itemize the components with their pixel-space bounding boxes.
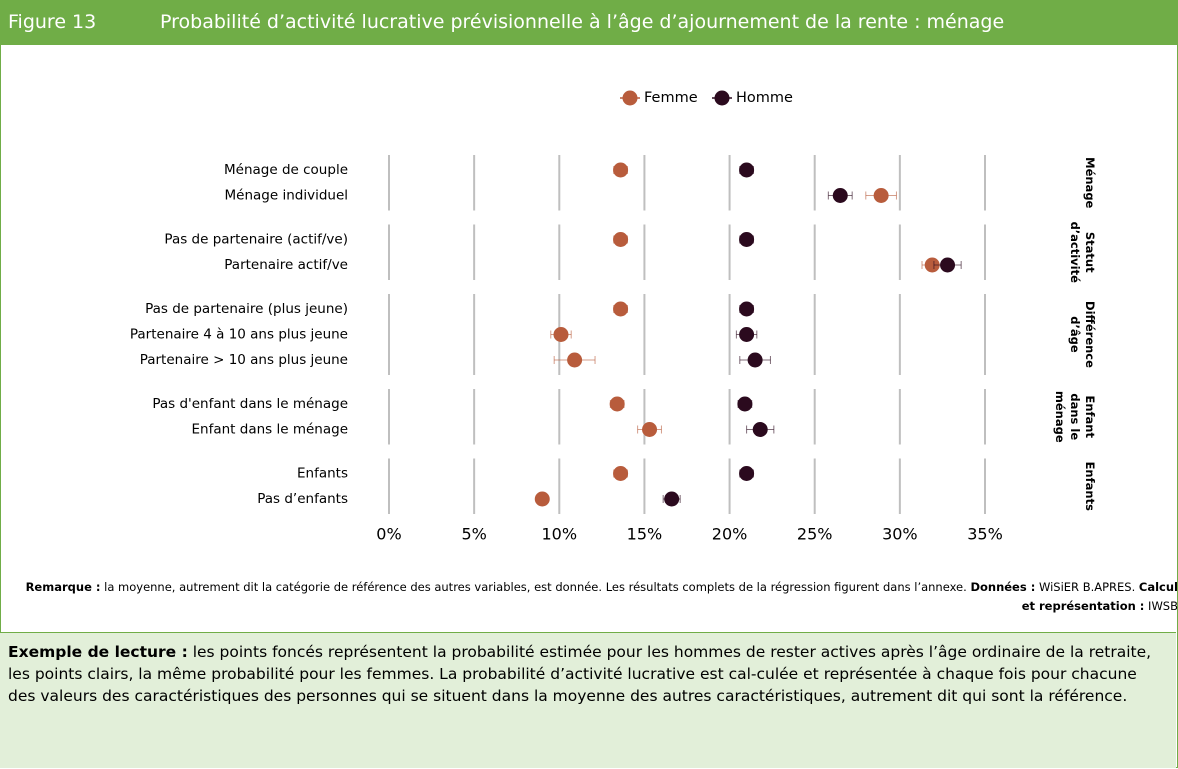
x-tick-label: 15% xyxy=(627,525,663,544)
dot xyxy=(747,352,763,368)
dot xyxy=(739,466,755,481)
category-label: Pas d’enfants xyxy=(257,491,348,507)
dot xyxy=(739,162,755,178)
group-label: d’activité xyxy=(1068,222,1082,284)
group-label: dans le xyxy=(1068,393,1082,440)
dot xyxy=(609,396,625,412)
note-label: Calcul et représentation : xyxy=(1021,580,1178,613)
x-tick-label: 30% xyxy=(882,525,918,544)
category-label: Enfant dans le ménage xyxy=(192,422,348,438)
group-label: Statut xyxy=(1083,232,1097,273)
dot xyxy=(739,301,755,317)
category-label: Partenaire 4 à 10 ans plus jeune xyxy=(130,327,348,343)
x-tick-label: 5% xyxy=(461,525,486,544)
note-text: IWSB xyxy=(1144,599,1178,613)
header: Figure 13 Probabilité d’activité lucrativ… xyxy=(0,0,1178,45)
category-label: Pas de partenaire (actif/ve) xyxy=(164,232,348,248)
note-text: WiSiER B.APRES. xyxy=(1035,580,1139,594)
legend-marker xyxy=(622,90,638,106)
group-label: Ménage xyxy=(1083,157,1097,208)
dot xyxy=(613,232,629,247)
note-label: Remarque : xyxy=(25,580,101,594)
group-label: d’âge xyxy=(1068,316,1082,353)
group-label: Enfant xyxy=(1083,396,1097,439)
dot xyxy=(567,352,583,368)
dot xyxy=(737,396,753,412)
group-label: ménage xyxy=(1053,391,1067,443)
figure-title: Probabilité d’activité lucrative prévisi… xyxy=(160,11,1005,33)
dot xyxy=(739,327,755,342)
legend-label: Femme xyxy=(644,90,698,106)
dot xyxy=(642,422,658,437)
reading-example: Exemple de lecture : les points foncés r… xyxy=(0,632,1176,768)
note-text: la moyenne, autrement dit la catégorie d… xyxy=(100,580,971,594)
x-tick-label: 10% xyxy=(542,525,578,544)
category-label: Pas de partenaire (plus jeune) xyxy=(145,301,348,317)
category-label: Pas d'enfant dans le ménage xyxy=(152,396,348,412)
group-label: Enfants xyxy=(1083,462,1097,511)
dot xyxy=(613,301,629,317)
note-label: Données : xyxy=(970,580,1036,594)
dot xyxy=(553,327,569,342)
remark: Remarque : la moyenne, autrement dit la … xyxy=(20,578,1178,616)
x-tick-label: 0% xyxy=(376,525,401,544)
x-tick-label: 35% xyxy=(967,525,1003,544)
category-label: Ménage individuel xyxy=(225,188,349,204)
x-tick-label: 20% xyxy=(712,525,748,544)
x-tick-label: 25% xyxy=(797,525,833,544)
dot xyxy=(534,491,550,507)
group-label: Différence xyxy=(1083,301,1097,368)
legend-marker xyxy=(714,90,730,106)
dot xyxy=(739,232,755,247)
category-label: Enfants xyxy=(297,466,348,482)
category-label: Partenaire actif/ve xyxy=(224,257,348,273)
dot xyxy=(832,188,848,203)
chart: 0% 5% 10% 15% 20% 25% 30% 35% Ménage de couple Mé… xyxy=(130,90,1097,544)
category-label: Partenaire > 10 ans plus jeune xyxy=(140,352,348,368)
legend-label: Homme xyxy=(736,90,793,106)
note-text: les points foncés représentent la probab… xyxy=(8,643,1152,705)
figure-number: Figure 13 xyxy=(8,11,97,33)
dot xyxy=(924,257,940,273)
dot xyxy=(873,188,889,203)
dot xyxy=(613,162,629,178)
dot xyxy=(752,422,768,437)
dot xyxy=(613,466,629,481)
dot xyxy=(940,257,956,273)
note-label: Exemple de lecture : xyxy=(8,643,188,661)
category-label: Ménage de couple xyxy=(224,162,348,178)
dot xyxy=(664,491,680,507)
